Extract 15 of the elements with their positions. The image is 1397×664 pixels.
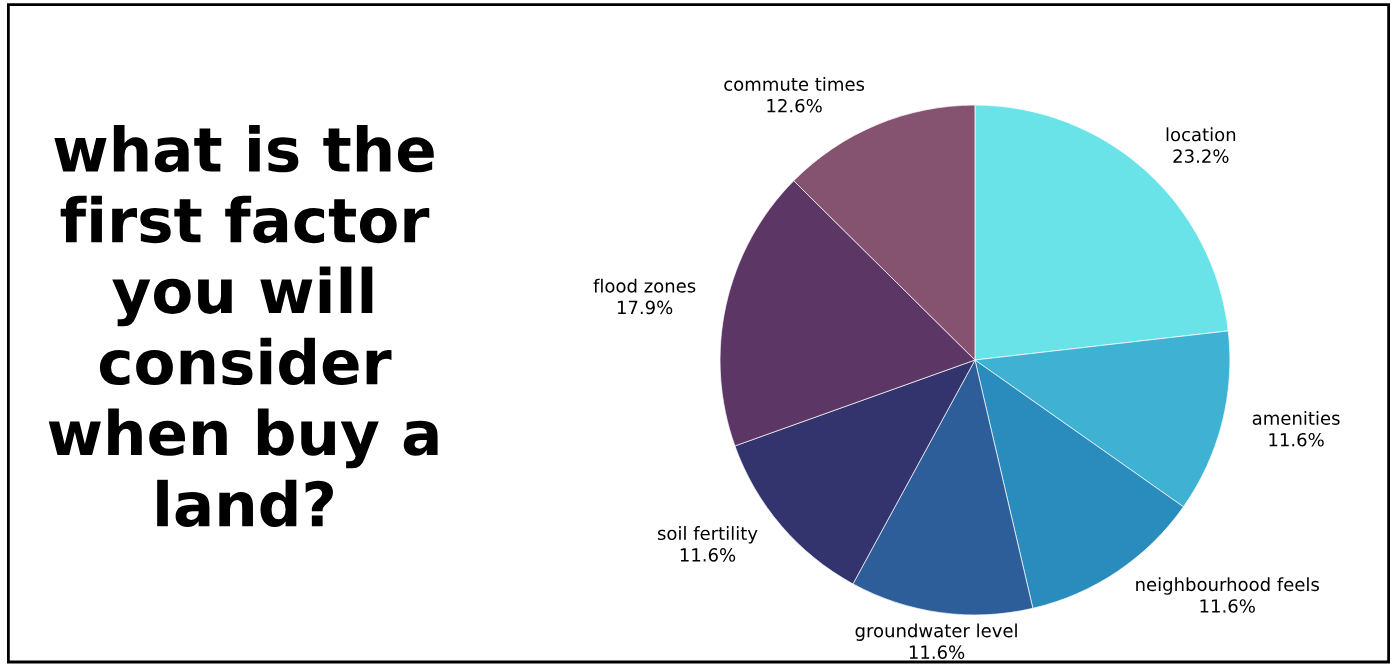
slice-label: location (1166, 127, 1236, 142)
slice-label: commute times (724, 76, 865, 91)
data-label: 11.6% (909, 645, 965, 660)
data-label: 11.6% (680, 548, 736, 562)
slice-label: amenities (1252, 411, 1340, 425)
data-label: 17.9% (617, 300, 673, 315)
slice-label: neighbourhood feels (1136, 577, 1319, 595)
slice-label: flood zones (593, 278, 696, 293)
data-label: 23.2% (1173, 149, 1229, 163)
data-label: 11.6% (1269, 432, 1324, 447)
data-label: 12.6% (767, 98, 822, 113)
text: what is the first factor you will consider when buy a land? (48, 125, 438, 528)
slice-label: groundwater level (855, 623, 1017, 641)
slice-label: soil fertility (657, 526, 758, 544)
data-label: 11.6% (1200, 599, 1255, 613)
